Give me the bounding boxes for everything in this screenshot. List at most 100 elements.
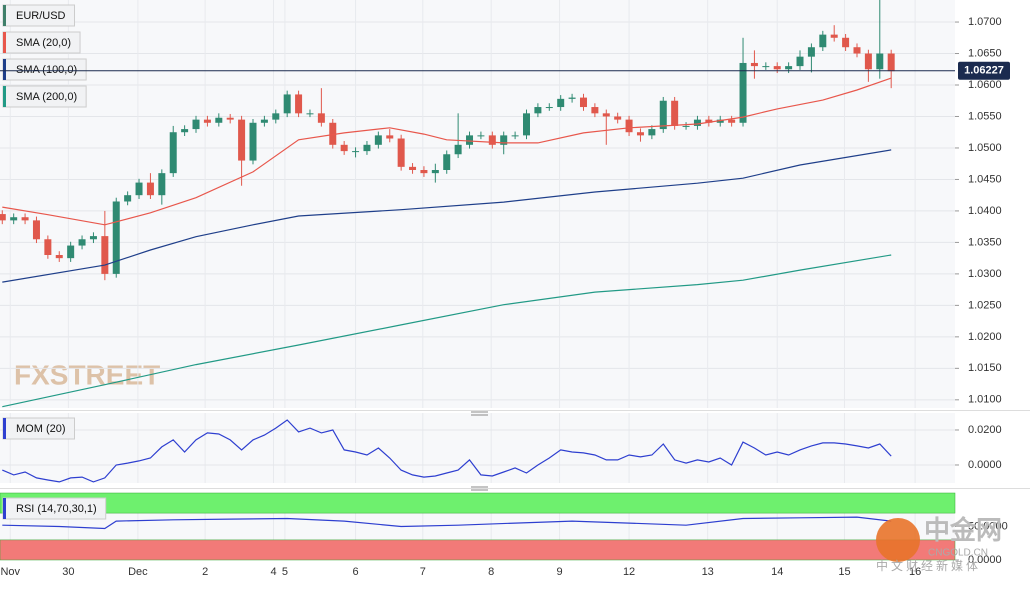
candle-body xyxy=(397,138,405,167)
candle-body xyxy=(329,122,337,145)
site-watermark: CNGOLD.CN xyxy=(928,548,988,559)
series-line xyxy=(2,254,892,408)
candle-body xyxy=(705,119,713,123)
x-tick-label: Nov xyxy=(0,566,20,578)
x-tick-label: 30 xyxy=(62,566,74,578)
legend-label: MOM (20) xyxy=(16,423,66,435)
candle-body xyxy=(112,201,120,274)
y-tick-label: 1.0350 xyxy=(968,236,1002,248)
candle-body xyxy=(135,182,143,196)
series-line xyxy=(2,419,892,483)
candle-body xyxy=(716,119,724,123)
mom-panel xyxy=(0,413,955,483)
x-tick-label: 13 xyxy=(702,566,714,578)
legend-label: RSI (14,70,30,1) xyxy=(16,503,97,515)
candle-body xyxy=(443,154,451,170)
candle-body xyxy=(409,166,417,170)
candle-body xyxy=(568,97,576,99)
candle-body xyxy=(842,37,850,48)
price-tag xyxy=(958,61,1010,80)
legend-label: SMA (200,0) xyxy=(16,91,77,103)
x-tick-label: 7 xyxy=(420,566,426,578)
candle-body xyxy=(169,132,177,174)
y-tick-label: 1.0200 xyxy=(968,331,1002,343)
candle-body xyxy=(89,236,97,240)
candle-body xyxy=(750,62,758,67)
x-tick-label: 15 xyxy=(838,566,850,578)
candle-body xyxy=(511,135,519,137)
candle-body xyxy=(682,125,690,127)
legend-item: SMA (100,0) xyxy=(2,58,87,81)
y-tick-label: 1.0450 xyxy=(968,173,1002,185)
candle-body xyxy=(557,98,565,108)
candle-body xyxy=(466,135,474,145)
x-tick-label: 6 xyxy=(352,566,358,578)
candle-body xyxy=(488,135,496,145)
x-tick-label: 12 xyxy=(623,566,635,578)
y-tick-label: 1.0100 xyxy=(968,394,1002,406)
y-tick-label: 1.0650 xyxy=(968,47,1002,59)
candle-body xyxy=(614,116,622,120)
legend-item: SMA (20,0) xyxy=(2,31,81,54)
candle-body xyxy=(602,113,610,117)
candle-body xyxy=(625,119,633,133)
x-tick-label: 5 xyxy=(282,566,288,578)
candle-body xyxy=(32,220,40,240)
legend-item: MOM (20) xyxy=(2,417,75,440)
candle-body xyxy=(101,236,109,274)
candle-body xyxy=(454,144,462,155)
candle-body xyxy=(386,135,394,139)
legend-item: RSI (14,70,30,1) xyxy=(2,497,107,520)
candle-body xyxy=(864,53,872,70)
y-tick-label: 0.0200 xyxy=(968,424,1002,436)
y-tick-label: 1.0700 xyxy=(968,16,1002,28)
candle-body xyxy=(477,135,485,137)
candle-body xyxy=(671,100,679,126)
candle-body xyxy=(0,214,6,221)
candle-body xyxy=(796,56,804,67)
legend-label: EUR/USD xyxy=(16,10,66,22)
watermark: FXSTREET xyxy=(14,359,160,390)
candle-body xyxy=(728,119,736,123)
legend-label: SMA (20,0) xyxy=(16,37,71,49)
plot: 1.0100 1.0150 1.0200 1.0250 1.0300 1.0350 1.04… xyxy=(0,0,1010,578)
candle-body xyxy=(226,117,234,120)
candle-body xyxy=(352,151,360,153)
band xyxy=(0,539,956,561)
candle-body xyxy=(648,129,656,136)
legend-swatch xyxy=(3,86,6,107)
y-tick-label: 1.0550 xyxy=(968,110,1002,122)
candle-body xyxy=(146,182,154,196)
candle-body xyxy=(500,135,508,145)
candle-body xyxy=(876,53,884,70)
candle-body xyxy=(181,129,189,133)
candle-body xyxy=(10,217,18,221)
y-tick-label: 1.0300 xyxy=(968,268,1002,280)
x-tick-label: 14 xyxy=(771,566,783,578)
candle-body xyxy=(306,113,314,115)
candle-body xyxy=(67,245,75,259)
candle-body xyxy=(420,170,428,174)
y-tick-label: 0.0000 xyxy=(968,554,1002,566)
candle-body xyxy=(44,239,52,255)
x-tick-label: 2 xyxy=(202,566,208,578)
band xyxy=(0,492,956,514)
candle-body xyxy=(283,94,291,114)
candle-body xyxy=(819,34,827,48)
candle-body xyxy=(215,117,223,123)
legend-item: SMA (200,0) xyxy=(2,85,87,108)
x-tick-label: 8 xyxy=(488,566,494,578)
series-line xyxy=(2,149,892,283)
candle-body xyxy=(773,66,781,70)
candle-body xyxy=(887,53,895,72)
candle-body xyxy=(830,34,838,38)
candle-body xyxy=(636,132,644,136)
legend-label: SMA (100,0) xyxy=(16,64,77,76)
candle-body xyxy=(124,195,132,202)
candle-body xyxy=(192,119,200,130)
logo-watermark: 中金网 xyxy=(924,515,1002,545)
series-line xyxy=(2,77,892,226)
y-tick-label: 1.0150 xyxy=(968,362,1002,374)
candle-body xyxy=(55,255,63,259)
